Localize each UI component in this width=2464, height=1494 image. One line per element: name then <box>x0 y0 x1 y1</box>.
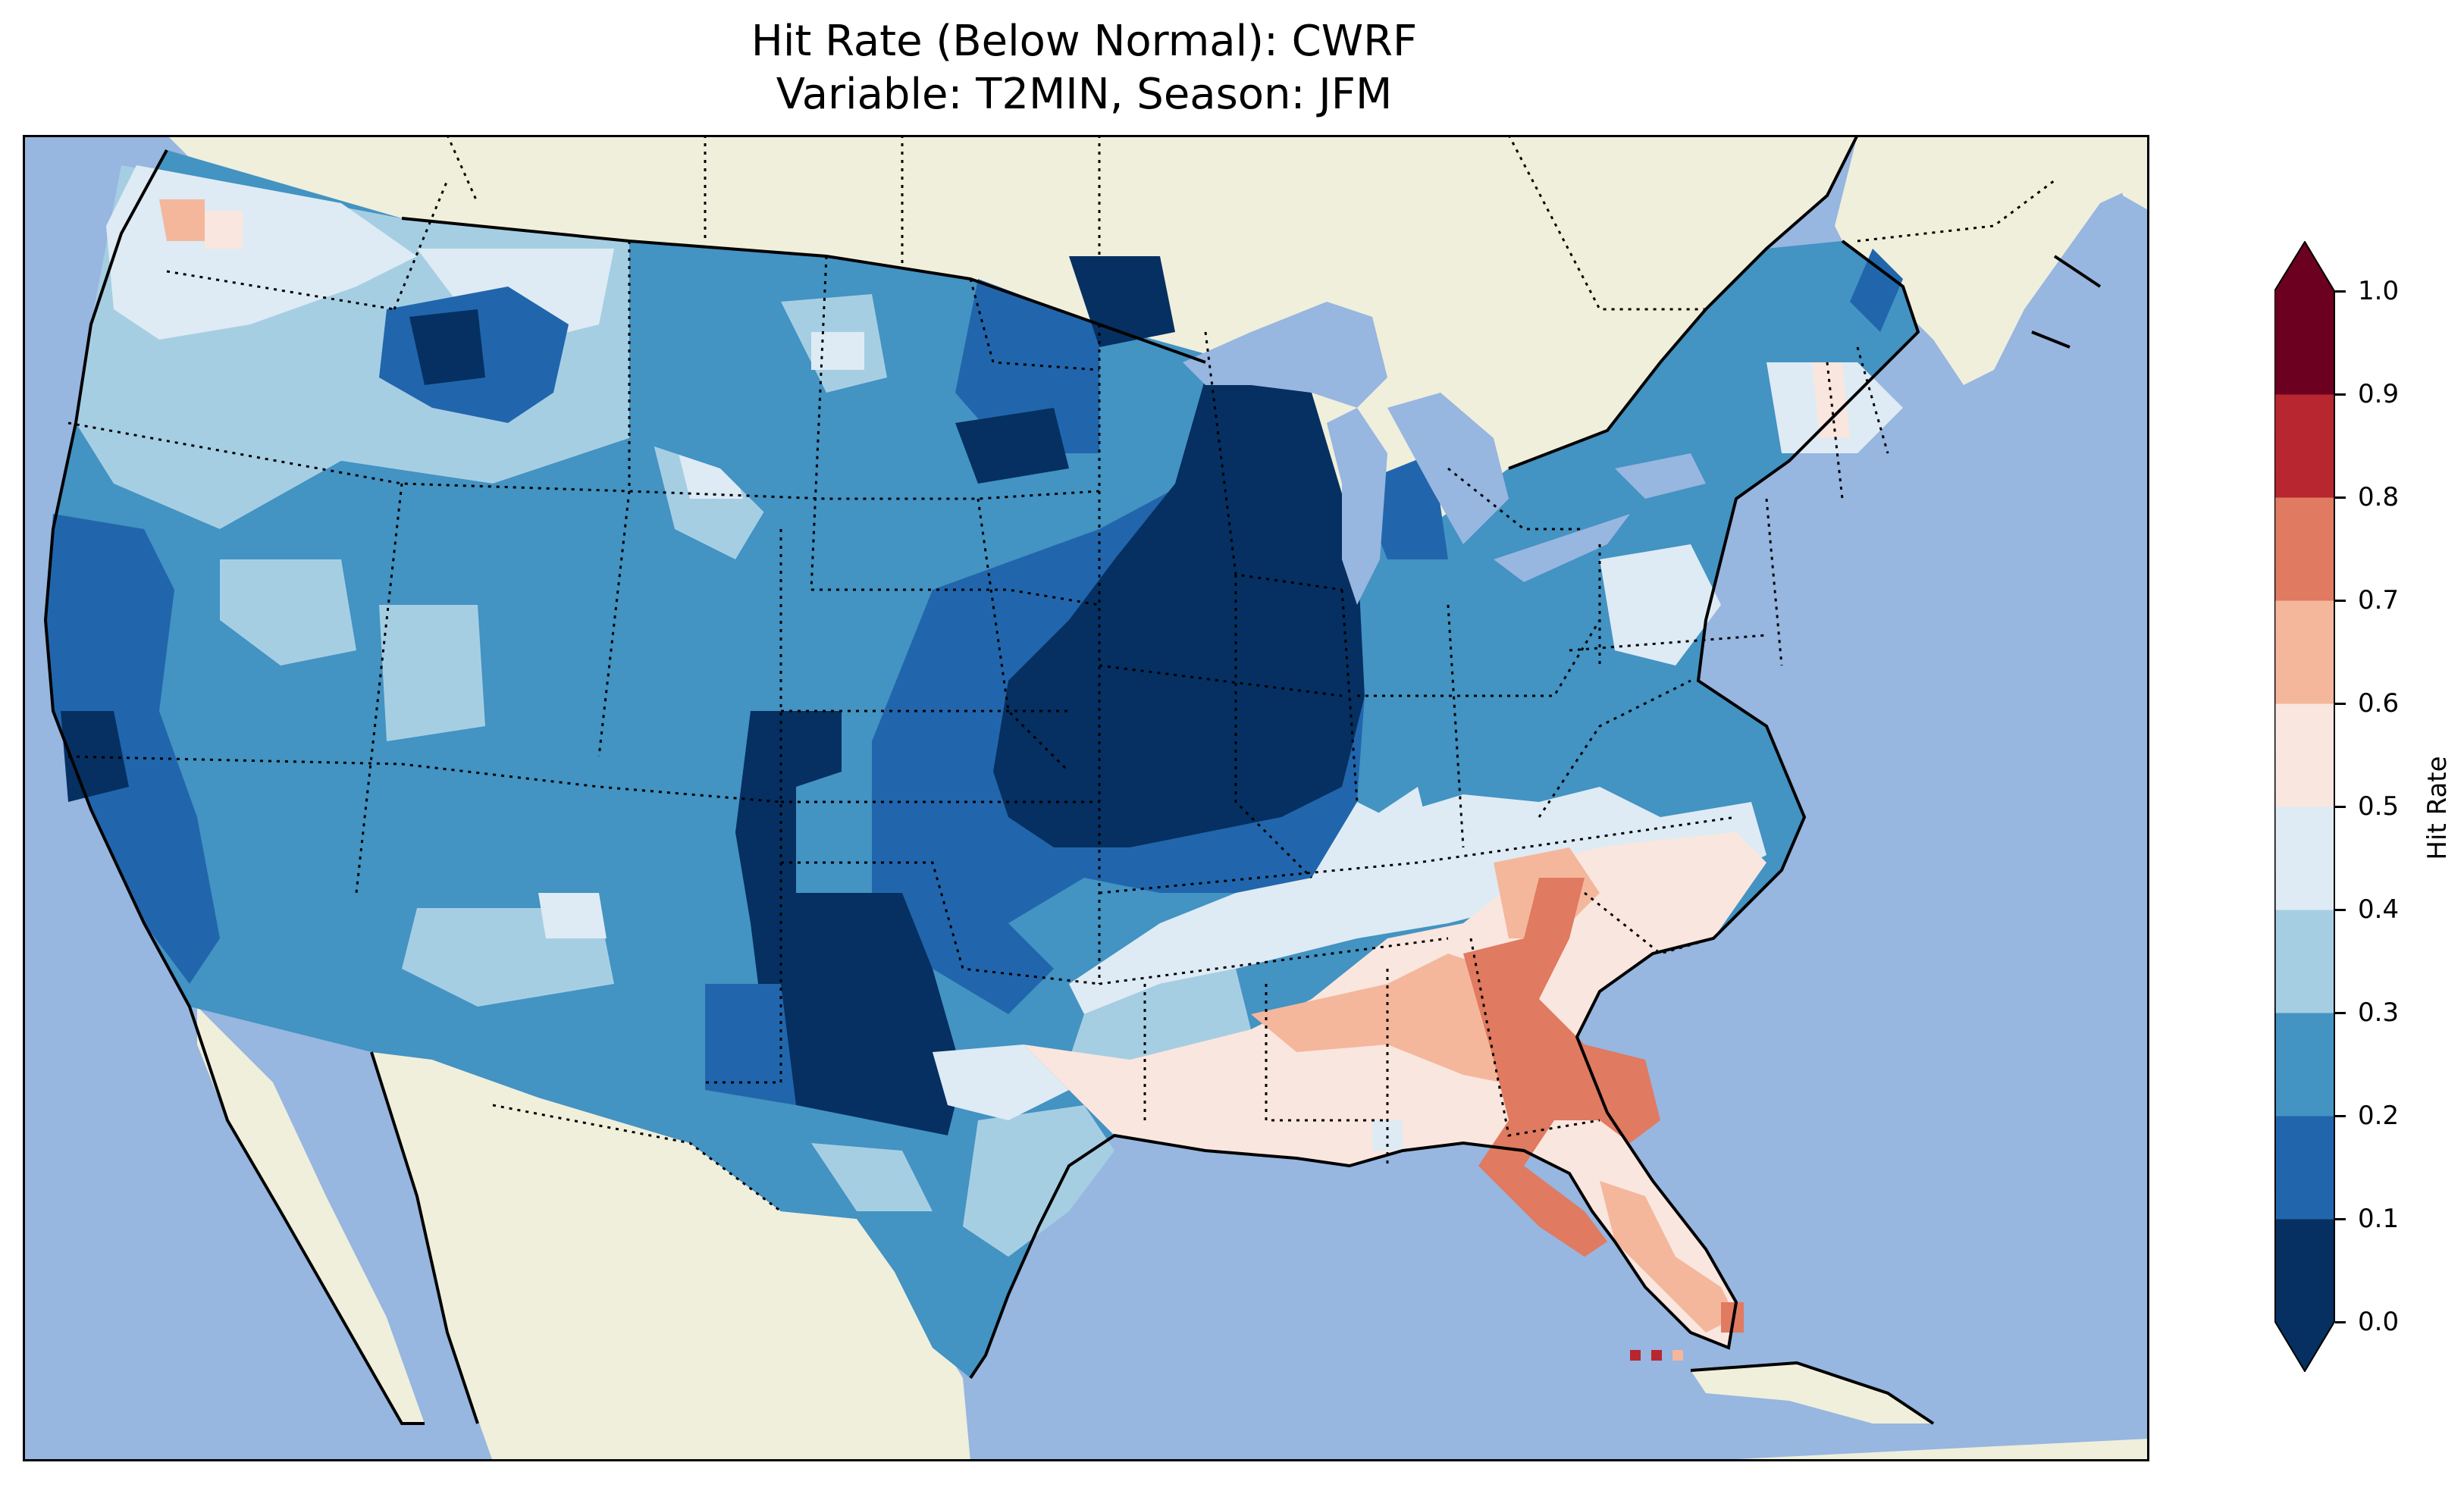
cuba-land <box>1691 1363 1933 1424</box>
colorbar-tick <box>2335 496 2346 499</box>
colorbar-bin <box>2274 1116 2335 1220</box>
colorbar-tick <box>2335 1217 2346 1220</box>
colorbar-tick-label: 0.8 <box>2358 482 2400 512</box>
south-land <box>1691 1439 2149 1461</box>
title-line-1: Hit Rate (Below Normal): CWRF <box>751 17 1418 66</box>
colorbar-bin <box>2274 807 2335 910</box>
colorbar-tick <box>2335 908 2346 911</box>
colorbar-tick-label: 0.2 <box>2358 1101 2400 1131</box>
colorbar-tick-label: 1.0 <box>2358 276 2400 306</box>
colorbar-tick <box>2335 1320 2346 1323</box>
colorbar-tick <box>2335 805 2346 808</box>
colorbar-bin <box>2274 703 2335 807</box>
colorbar-bin <box>2274 600 2335 704</box>
colorbar-tick-label: 0.3 <box>2358 998 2400 1028</box>
colorbar-tick-label: 0.0 <box>2358 1307 2400 1337</box>
map-panel[interactable] <box>23 135 2149 1461</box>
colorbar-bin <box>2274 1013 2335 1117</box>
state-borders <box>67 135 2055 1213</box>
colorbar-tick <box>2335 1011 2346 1014</box>
colorbar-tick-label: 0.4 <box>2358 894 2400 925</box>
colorbar-bin <box>2274 910 2335 1013</box>
colorbar-tick-label: 0.7 <box>2358 585 2400 615</box>
colorbar-tick <box>2335 702 2346 705</box>
maritimes-land <box>1835 135 2149 385</box>
mexico-land <box>190 1007 970 1461</box>
coastlines <box>43 135 2102 1425</box>
colorbar-tick <box>2335 393 2346 396</box>
newfoundland-land <box>2115 135 2149 211</box>
colorbar-label: Hit Rate <box>2422 756 2453 860</box>
colorbar-tick-label: 0.1 <box>2358 1204 2400 1234</box>
baja-land <box>197 1007 425 1424</box>
colorbar-tick-label: 0.6 <box>2358 688 2400 719</box>
colorbar-bin <box>2274 1219 2335 1323</box>
colorbar-bin <box>2274 497 2335 601</box>
title-line-2: Variable: T2MIN, Season: JFM <box>776 70 1393 119</box>
colorbar-bin <box>2274 291 2335 395</box>
colorbar-bin <box>2274 394 2335 498</box>
colorbar <box>2273 240 2335 1373</box>
colorbar-tick <box>2335 599 2346 602</box>
colorbar-extend-low <box>2274 1322 2335 1372</box>
colorbar-tick <box>2335 290 2346 293</box>
colorbar-tick-label: 0.9 <box>2358 379 2400 409</box>
colorbar-tick-label: 0.5 <box>2358 791 2400 822</box>
colorbar-tick <box>2335 1114 2346 1117</box>
colorbar-extend-high <box>2274 241 2335 291</box>
